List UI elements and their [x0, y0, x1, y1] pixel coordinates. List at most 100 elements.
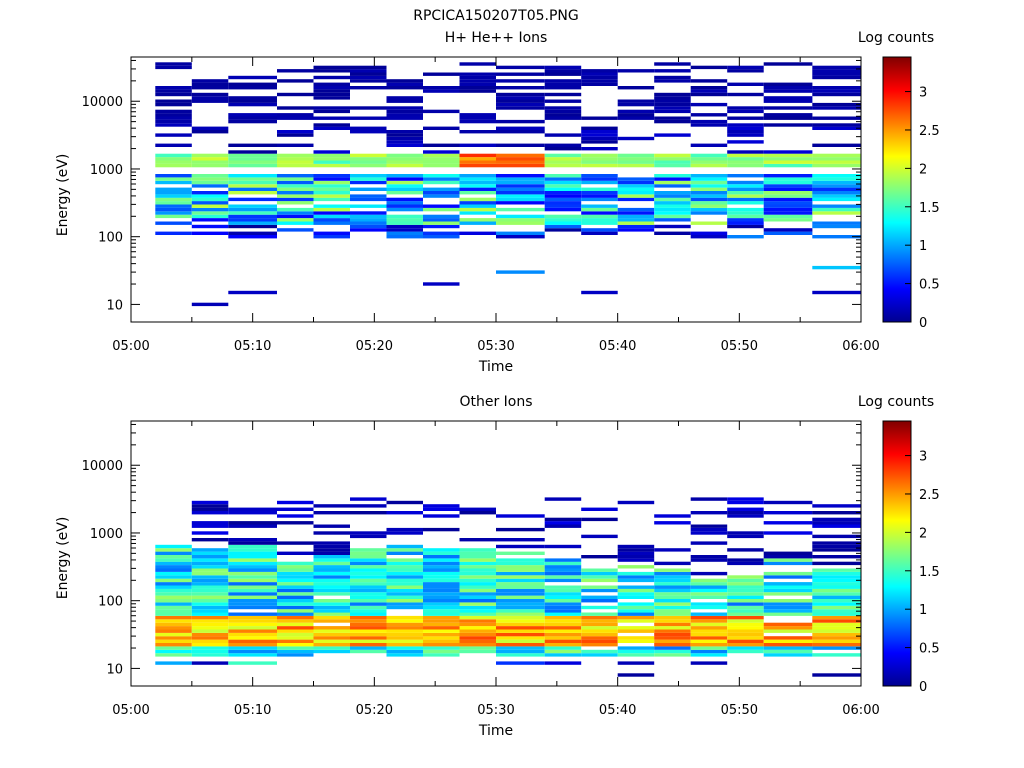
heatmap-cell	[155, 143, 192, 147]
heatmap-cell	[423, 86, 460, 90]
heatmap-cell	[313, 86, 350, 90]
heatmap-cell	[617, 221, 655, 225]
heatmap-cell	[423, 599, 460, 603]
heatmap-cell	[617, 207, 655, 212]
x-tick-label: 05:10	[234, 339, 271, 354]
heatmap-cell	[459, 609, 496, 613]
heatmap-cell	[496, 632, 545, 637]
heatmap-cell	[459, 551, 496, 555]
heatmap-cell	[228, 207, 277, 212]
heatmap-cell	[350, 69, 387, 73]
heatmap-cell	[812, 143, 861, 147]
heatmap-cell	[812, 204, 861, 208]
heatmap-cell	[459, 615, 496, 620]
heatmap-cell	[581, 136, 618, 141]
heatmap-cell	[690, 602, 728, 606]
heatmap-cell	[690, 588, 728, 593]
heatmap-cell	[617, 649, 655, 654]
heatmap-cell	[155, 180, 192, 185]
heatmap-cell	[191, 302, 229, 307]
heatmap-cell	[581, 605, 618, 610]
heatmap-cell	[386, 177, 423, 181]
heatmap-cell	[690, 123, 728, 127]
heatmap-cell	[228, 174, 277, 178]
heatmap-cell	[277, 92, 314, 97]
heatmap-cell	[350, 106, 387, 110]
heatmap-cell	[350, 626, 387, 630]
heatmap-cell	[654, 180, 691, 185]
heatmap-cell	[423, 177, 460, 181]
heatmap-cell	[812, 585, 861, 589]
heatmap-cell	[228, 99, 277, 103]
heatmap-cell	[581, 69, 618, 73]
heatmap-cell	[277, 521, 314, 525]
heatmap-cell	[812, 622, 861, 627]
heatmap-cell	[690, 65, 728, 70]
y-tick-label: 100	[98, 595, 123, 610]
x-axis: 05:00 05:10 05:20 05:30 05:40 05:50 06:00	[112, 57, 880, 354]
heatmap-cell	[386, 140, 423, 144]
heatmap-cell	[313, 571, 350, 576]
heatmap-cell	[313, 180, 350, 185]
heatmap-cell	[727, 160, 764, 164]
heatmap-cell	[155, 646, 192, 650]
heatmap-cell	[228, 544, 277, 549]
heatmap-cell	[277, 592, 314, 596]
heatmap-cell	[155, 119, 192, 124]
heatmap-cell	[496, 565, 545, 569]
heatmap-cell	[423, 615, 460, 620]
heatmap-cell	[763, 599, 813, 603]
heatmap-cell	[496, 187, 545, 191]
heatmap-cell	[812, 157, 861, 161]
heatmap-cell	[459, 75, 496, 80]
heatmap-cell	[544, 568, 582, 572]
heatmap-cell	[727, 500, 764, 505]
heatmap-cell	[812, 160, 861, 164]
heatmap-cell	[727, 65, 764, 70]
heatmap-cell	[228, 555, 277, 559]
heatmap-cell	[423, 214, 460, 219]
heatmap-cell	[496, 582, 545, 586]
heatmap-cell	[812, 102, 861, 107]
heatmap-cell	[313, 626, 350, 630]
heatmap-cell	[386, 558, 423, 562]
heatmap-cell	[763, 99, 813, 103]
heatmap-cell	[277, 582, 314, 586]
heatmap-cell	[763, 602, 813, 606]
heatmap-cell	[654, 588, 691, 593]
heatmap-cell	[763, 585, 813, 589]
heatmap-cell	[496, 558, 545, 562]
heatmap-cell	[350, 214, 387, 219]
colorbar-tick-label: 3	[919, 450, 927, 465]
heatmap-cell	[191, 191, 229, 195]
heatmap-cell	[155, 187, 192, 191]
heatmap-cell	[544, 521, 582, 525]
heatmap-cell	[350, 79, 387, 83]
heatmap-cell	[544, 72, 582, 76]
heatmap-cell	[763, 62, 813, 66]
heatmap-cell	[350, 561, 387, 566]
heatmap-cell	[191, 571, 229, 576]
heatmap-cell	[313, 558, 350, 562]
heatmap-cell	[423, 558, 460, 562]
heatmap-cell	[228, 160, 277, 164]
heatmap-cell	[544, 517, 582, 522]
heatmap-cell	[654, 571, 691, 576]
heatmap-cell	[228, 119, 277, 124]
heatmap-cell	[350, 615, 387, 620]
heatmap-cell	[727, 174, 764, 178]
y-axis-label: Energy (eV)	[55, 154, 71, 237]
heatmap-cell	[617, 639, 655, 643]
heatmap-cell	[812, 290, 861, 295]
heatmap-cell	[617, 585, 655, 589]
heatmap-cell	[228, 177, 277, 181]
heatmap-cell	[581, 177, 618, 181]
heatmap-cell	[459, 72, 496, 76]
heatmap-cell	[191, 224, 229, 229]
heatmap-cell	[544, 218, 582, 222]
heatmap-cell	[155, 619, 192, 623]
y-axis: 10 100 1000 10000	[82, 59, 861, 313]
heatmap-cell	[690, 558, 728, 562]
heatmap-cell	[423, 646, 460, 650]
heatmap-cell	[544, 599, 582, 603]
